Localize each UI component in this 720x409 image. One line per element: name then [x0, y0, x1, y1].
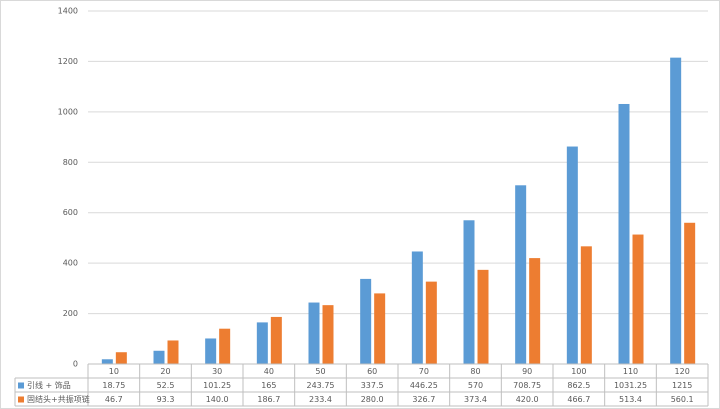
bar	[463, 220, 475, 364]
bar	[411, 251, 423, 364]
bar	[205, 338, 217, 364]
table-value: 101.25	[203, 381, 231, 390]
x-tick-label: 60	[367, 367, 377, 376]
bar	[477, 269, 489, 364]
table-value: 326.7	[412, 395, 435, 404]
legend-key	[18, 382, 24, 389]
bar	[580, 246, 592, 364]
bar	[167, 340, 179, 364]
legend-label: 固结头+共振项链	[27, 394, 90, 404]
bar	[270, 316, 282, 364]
x-tick-label: 40	[264, 367, 274, 376]
bar	[115, 352, 127, 364]
y-tick-label: 200	[63, 309, 78, 318]
table-value: 93.3	[157, 395, 175, 404]
table-value: 337.5	[361, 381, 384, 390]
x-tick-label: 120	[675, 367, 690, 376]
bar	[684, 222, 696, 364]
y-tick-label: 1400	[58, 7, 78, 16]
table-value: 1031.25	[614, 381, 647, 390]
table-value: 233.4	[309, 395, 332, 404]
table-value: 18.75	[102, 381, 125, 390]
bar	[529, 258, 541, 364]
x-tick-label: 90	[522, 367, 532, 376]
table-value: 280.0	[361, 395, 384, 404]
table-value: 165	[261, 381, 276, 390]
bar	[360, 278, 372, 364]
bar	[219, 328, 231, 364]
legend-label: 引线 + 饰品	[27, 380, 71, 390]
x-tick-label: 10	[109, 367, 119, 376]
table-value: 446.25	[410, 381, 438, 390]
bar	[515, 185, 527, 364]
x-tick-label: 50	[315, 367, 325, 376]
y-tick-label: 1000	[58, 107, 78, 116]
table-value: 570	[468, 381, 483, 390]
x-tick-label: 70	[419, 367, 429, 376]
table-value: 1215	[672, 381, 692, 390]
bar	[256, 322, 268, 364]
table-value: 560.1	[671, 395, 694, 404]
table-value: 243.75	[307, 381, 335, 390]
table-value: 46.7	[105, 395, 123, 404]
x-tick-label: 80	[470, 367, 480, 376]
table-value: 140.0	[206, 395, 229, 404]
table-value: 862.5	[567, 381, 590, 390]
bar	[101, 359, 113, 364]
table-value: 513.4	[619, 395, 642, 404]
x-tick-label: 110	[623, 367, 638, 376]
y-tick-label: 1200	[58, 57, 78, 66]
bar	[632, 234, 644, 364]
bar	[153, 350, 165, 364]
x-tick-label: 100	[571, 367, 586, 376]
x-tick-label: 30	[212, 367, 222, 376]
table-value: 708.75	[513, 381, 541, 390]
y-tick-label: 600	[63, 208, 78, 217]
bar	[618, 103, 630, 365]
x-tick-label: 20	[160, 367, 170, 376]
table-value: 466.7	[567, 395, 590, 404]
bar	[425, 281, 437, 364]
bar	[308, 302, 320, 364]
bar	[374, 293, 386, 364]
y-tick-label: 800	[63, 158, 78, 167]
table-value: 52.5	[157, 381, 175, 390]
table-value: 373.4	[464, 395, 487, 404]
table-value: 186.7	[257, 395, 280, 404]
bar	[322, 305, 334, 364]
bar	[566, 146, 578, 364]
y-tick-label: 0	[73, 360, 78, 369]
y-tick-label: 400	[63, 259, 78, 268]
bar	[670, 57, 682, 365]
table-value: 420.0	[516, 395, 539, 404]
legend-key	[18, 396, 24, 403]
